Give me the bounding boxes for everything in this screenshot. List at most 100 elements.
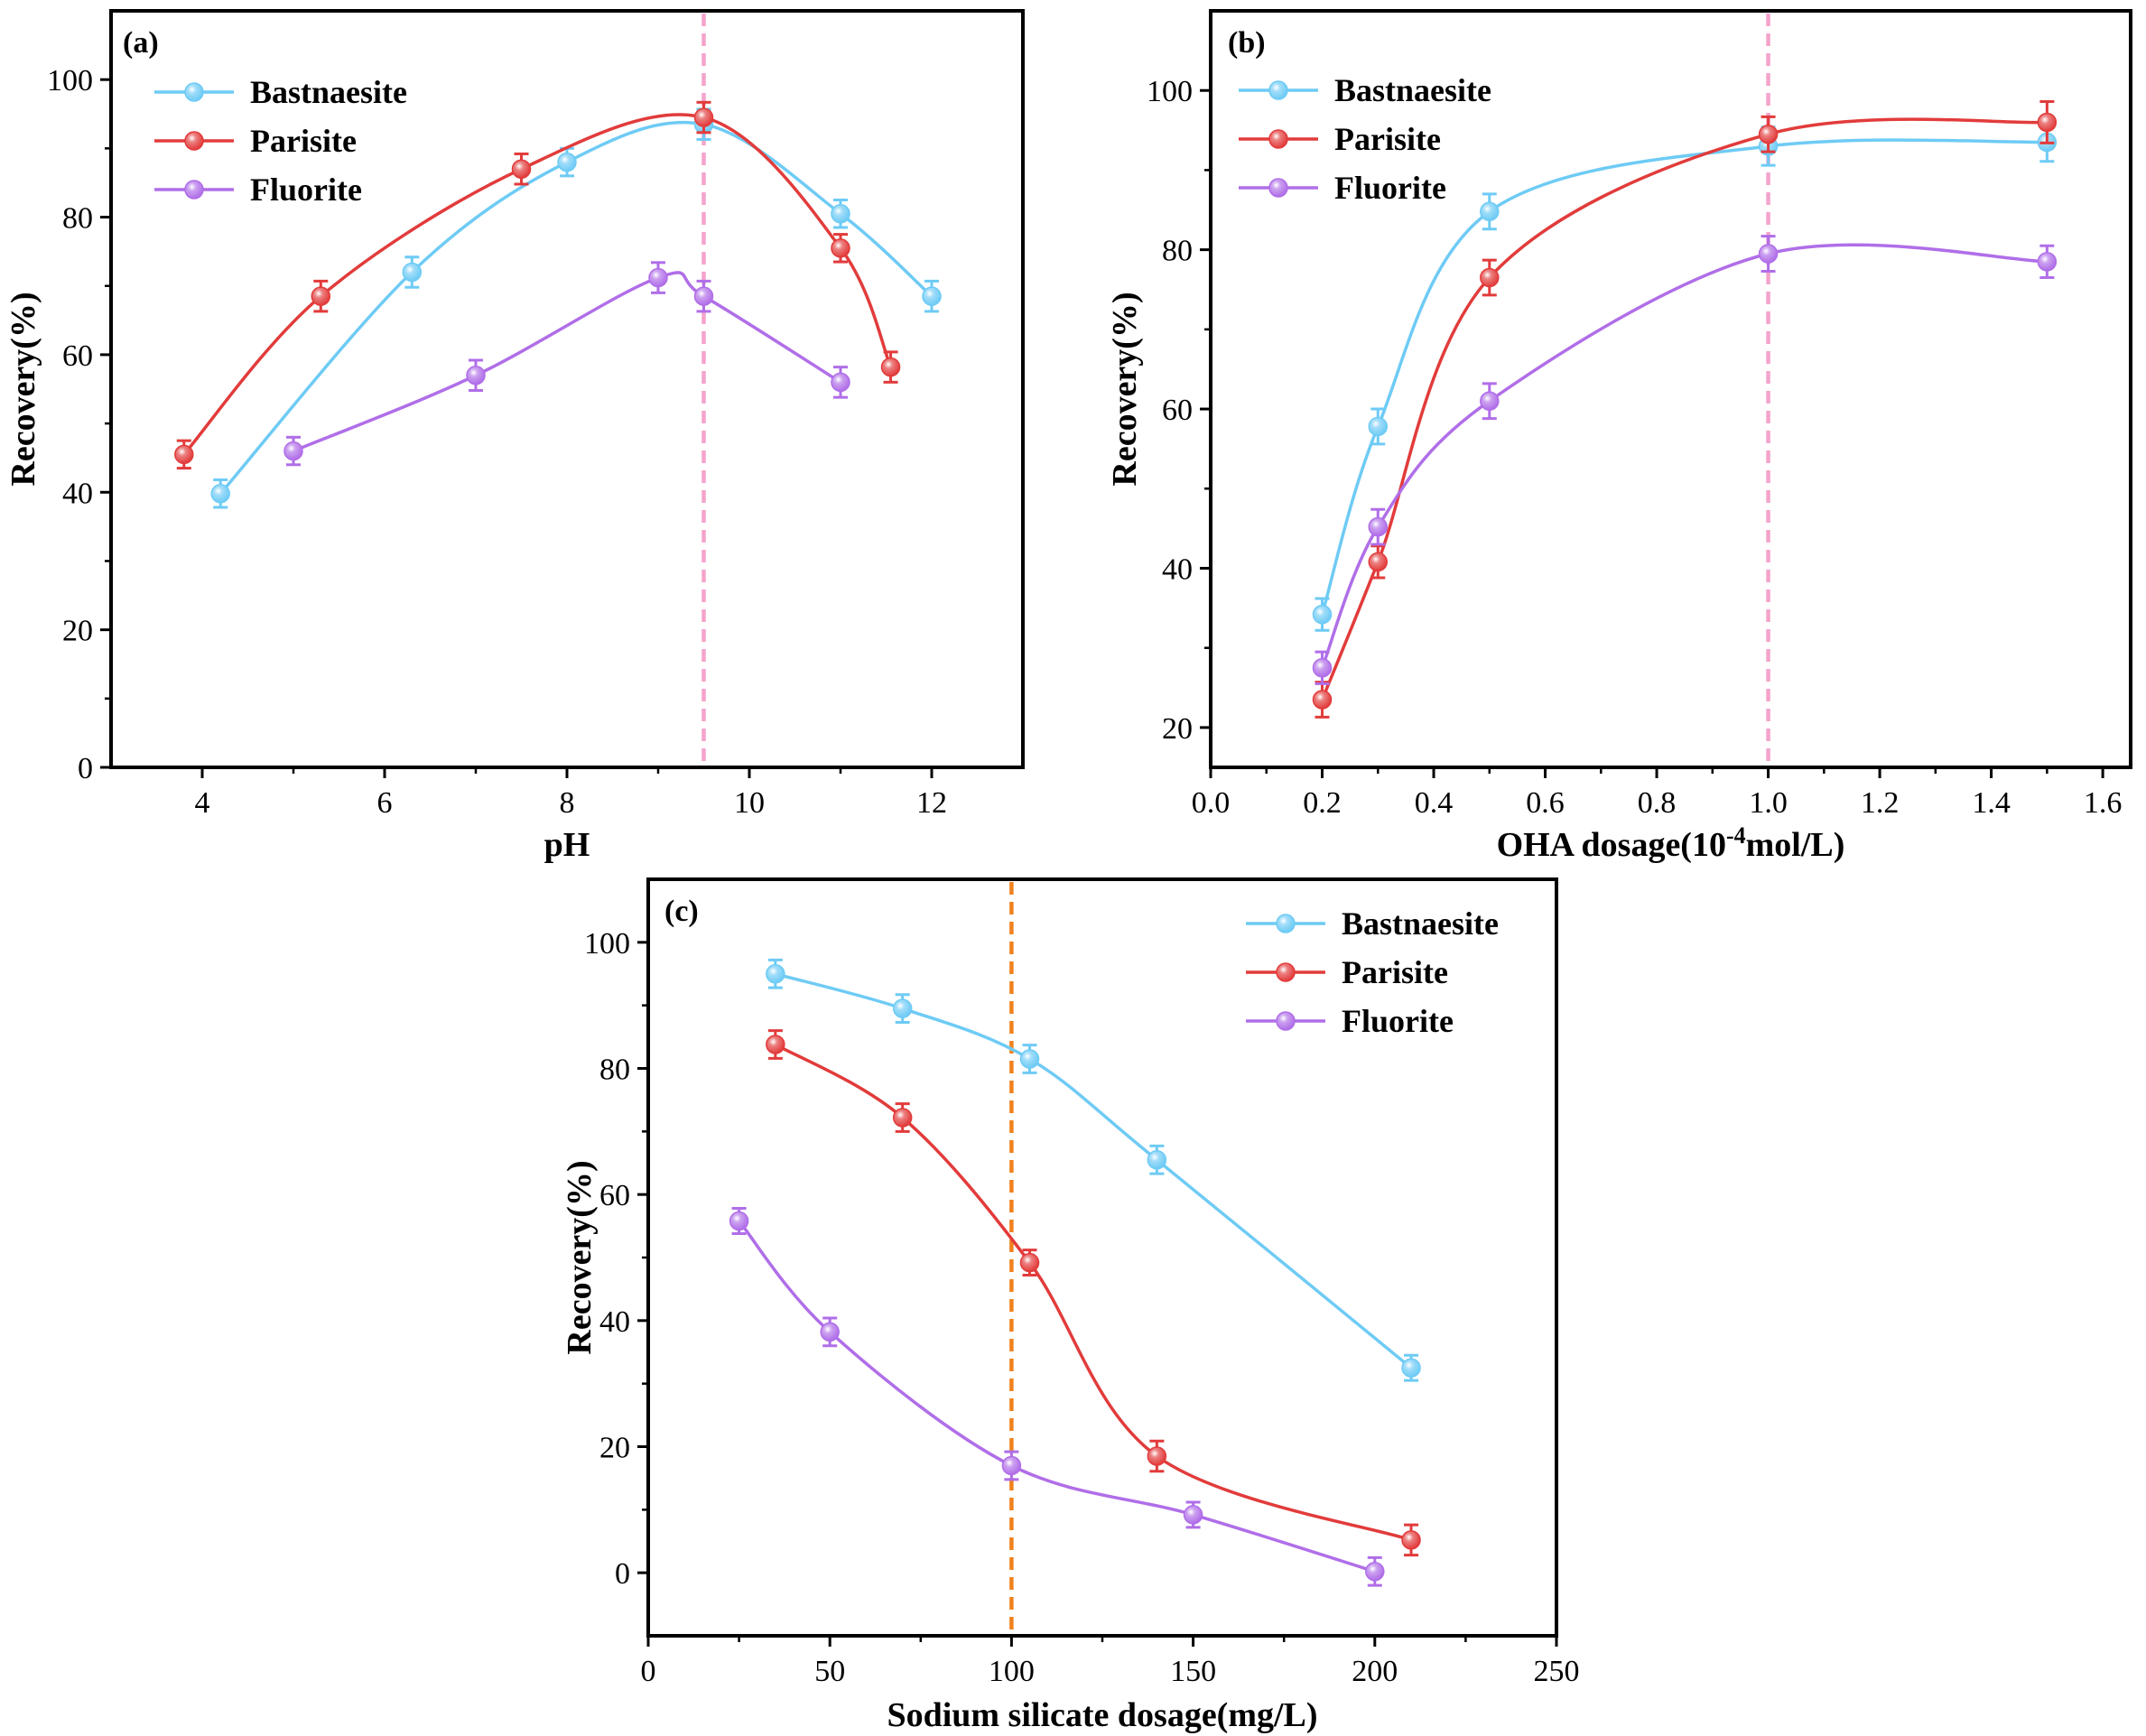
data-point <box>1312 604 1333 625</box>
y-tick-label: 100 <box>47 64 93 97</box>
legend-item-parisite: Parisite <box>154 123 357 159</box>
y-tick-label: 100 <box>584 927 630 961</box>
series-line-fluorite <box>293 271 841 453</box>
series-line-fluorite <box>738 1220 1376 1574</box>
data-point <box>1001 1455 1022 1476</box>
y-tick-label: 40 <box>62 477 93 510</box>
y-tick-label: 80 <box>62 202 93 236</box>
y-tick-label: 0 <box>615 1557 630 1591</box>
legend-item-bastnaesite: Bastnaesite <box>154 74 407 110</box>
series-line-parisite <box>774 1043 1412 1542</box>
data-point <box>466 366 486 385</box>
data-point <box>1147 1446 1167 1466</box>
legend-item-parisite: Parisite <box>1239 121 1441 157</box>
panel-c: 0 50 100 150 200 250 0 20 40 60 80 100 Sodium silica… <box>561 877 1580 1734</box>
legend-label: Bastnaesite <box>1342 905 1499 942</box>
data-point <box>311 286 331 306</box>
data-point <box>2037 112 2058 133</box>
data-point <box>1401 1358 1421 1378</box>
panel-tag: (a) <box>123 26 159 60</box>
x-axis-title-part: mol/L) <box>1746 826 1845 864</box>
legend-marker <box>184 82 204 102</box>
data-point <box>880 357 901 377</box>
y-axis-title: Recovery(%) <box>5 292 42 486</box>
x-tick-label: 50 <box>814 1655 845 1688</box>
data-point <box>511 159 532 179</box>
data-point <box>648 267 668 288</box>
data-point <box>402 262 423 283</box>
data-point <box>693 286 714 306</box>
x-tick-label: 150 <box>1170 1655 1216 1688</box>
data-point <box>1147 1150 1167 1170</box>
x-tick-label: 0 <box>641 1655 656 1688</box>
data-point <box>831 238 850 258</box>
x-tick-label: 200 <box>1352 1655 1398 1688</box>
legend-label: Bastnaesite <box>1334 72 1491 108</box>
data-point <box>1368 416 1389 437</box>
legend-label: Fluorite <box>1334 170 1446 206</box>
data-point <box>174 444 194 465</box>
series-line-bastnaesite <box>775 972 1413 1369</box>
legend-label: Parisite <box>1334 121 1441 157</box>
x-axis-title: Sodium silicate dosage(mg/L) <box>887 1696 1317 1734</box>
plot-frame <box>646 877 1558 1638</box>
legend-label: Fluorite <box>1342 1003 1454 1039</box>
legend-marker <box>1276 1011 1296 1031</box>
legend-label: Bastnaesite <box>250 74 407 110</box>
series-fluorite <box>1312 235 2058 685</box>
legend-marker <box>184 131 204 151</box>
series-parisite <box>766 1029 1421 1557</box>
legend-marker <box>1276 914 1296 933</box>
data-point <box>820 1322 840 1342</box>
data-point <box>693 107 714 127</box>
data-point <box>892 998 913 1018</box>
x-axis-title-part: OHA dosage(10 <box>1497 826 1726 864</box>
x-tick-label: 0.4 <box>1415 786 1454 820</box>
legend-marker <box>1268 178 1288 198</box>
x-tick-label: 0.6 <box>1526 786 1565 820</box>
x-axis-title: pH <box>544 826 590 864</box>
plot-frame <box>109 9 1025 769</box>
x-tick-label: 4 <box>195 786 210 820</box>
legend-item-fluorite: Fluorite <box>1239 170 1446 206</box>
data-point <box>1368 552 1389 572</box>
data-point <box>2037 252 2058 272</box>
data-point <box>1401 1530 1421 1550</box>
y-tick-label: 60 <box>1162 394 1193 427</box>
legend-label: Parisite <box>250 123 357 159</box>
panel-a: 4 6 8 10 12 0 20 40 60 80 100 pH Recovery(%) (a) Bastn… <box>5 9 1025 864</box>
y-tick-label: 20 <box>599 1432 630 1465</box>
series-fluorite <box>729 1207 1385 1587</box>
data-point <box>922 286 942 306</box>
x-axis-title: OHA dosage(10-4mol/L) <box>1497 822 1845 864</box>
series-parisite <box>174 100 901 470</box>
plot-frame <box>1209 9 2132 769</box>
legend-item-bastnaesite: Bastnaesite <box>1246 905 1499 942</box>
legend-label: Fluorite <box>250 172 362 208</box>
legend-marker <box>1276 962 1296 982</box>
y-tick-label: 40 <box>599 1305 630 1339</box>
data-point <box>1365 1562 1385 1582</box>
data-point <box>831 203 850 224</box>
legend-item-bastnaesite: Bastnaesite <box>1239 72 1491 108</box>
data-point <box>766 964 785 984</box>
legend-marker <box>1268 129 1288 149</box>
series-line-parisite <box>1320 117 2048 701</box>
data-point <box>831 372 850 393</box>
x-tick-label: 0.8 <box>1638 786 1677 820</box>
series-fluorite <box>283 261 850 467</box>
legend-item-parisite: Parisite <box>1246 954 1448 990</box>
y-tick-label: 60 <box>62 339 93 373</box>
y-tick-label: 80 <box>1162 235 1193 268</box>
x-tick-label: 0.2 <box>1303 786 1342 820</box>
data-point <box>557 152 577 172</box>
series-line-bastnaesite <box>1320 138 2048 616</box>
data-point <box>1480 201 1500 222</box>
y-tick-label: 60 <box>599 1179 630 1212</box>
legend-item-fluorite: Fluorite <box>154 172 362 208</box>
data-point <box>1758 124 1779 144</box>
y-axis-title: Recovery(%) <box>561 1160 599 1354</box>
x-axis-title-superscript: -4 <box>1726 822 1746 849</box>
legend-label: Parisite <box>1342 954 1448 990</box>
